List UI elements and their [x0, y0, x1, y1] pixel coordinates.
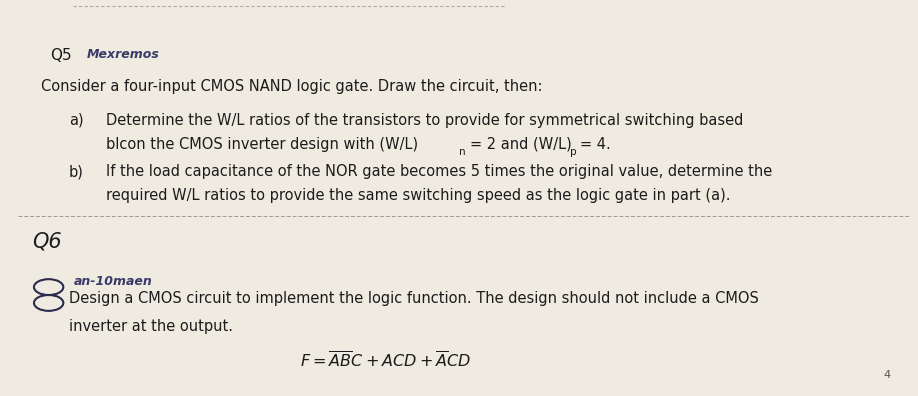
- Text: b): b): [69, 164, 84, 179]
- Text: p: p: [570, 147, 577, 156]
- Text: an-10maen: an-10maen: [73, 275, 152, 288]
- Text: required W/L ratios to provide the same switching speed as the logic gate in par: required W/L ratios to provide the same …: [106, 188, 730, 203]
- Text: a): a): [69, 113, 84, 128]
- Text: Q6: Q6: [32, 232, 62, 252]
- Text: Design a CMOS circuit to implement the logic function. The design should not inc: Design a CMOS circuit to implement the l…: [69, 291, 758, 306]
- Text: If the load capacitance of the NOR gate becomes 5 times the original value, dete: If the load capacitance of the NOR gate …: [106, 164, 772, 179]
- Text: 4: 4: [883, 370, 890, 380]
- Text: = 2 and (W/L): = 2 and (W/L): [470, 137, 572, 152]
- Text: blcon the CMOS inverter design with (W/L): blcon the CMOS inverter design with (W/L…: [106, 137, 418, 152]
- Text: Mexremos: Mexremos: [87, 48, 160, 61]
- Text: Determine the W/L ratios of the transistors to provide for symmetrical switching: Determine the W/L ratios of the transist…: [106, 113, 743, 128]
- Text: $F = \overline{A}\overline{B}C + ACD + \overline{A}CD$: $F = \overline{A}\overline{B}C + ACD + \…: [300, 350, 471, 371]
- Text: = 4.: = 4.: [580, 137, 610, 152]
- Text: inverter at the output.: inverter at the output.: [69, 319, 233, 334]
- Text: Consider a four-input CMOS NAND logic gate. Draw the circuit, then:: Consider a four-input CMOS NAND logic ga…: [41, 79, 543, 94]
- Text: n: n: [459, 147, 465, 156]
- Text: Q5: Q5: [50, 48, 73, 63]
